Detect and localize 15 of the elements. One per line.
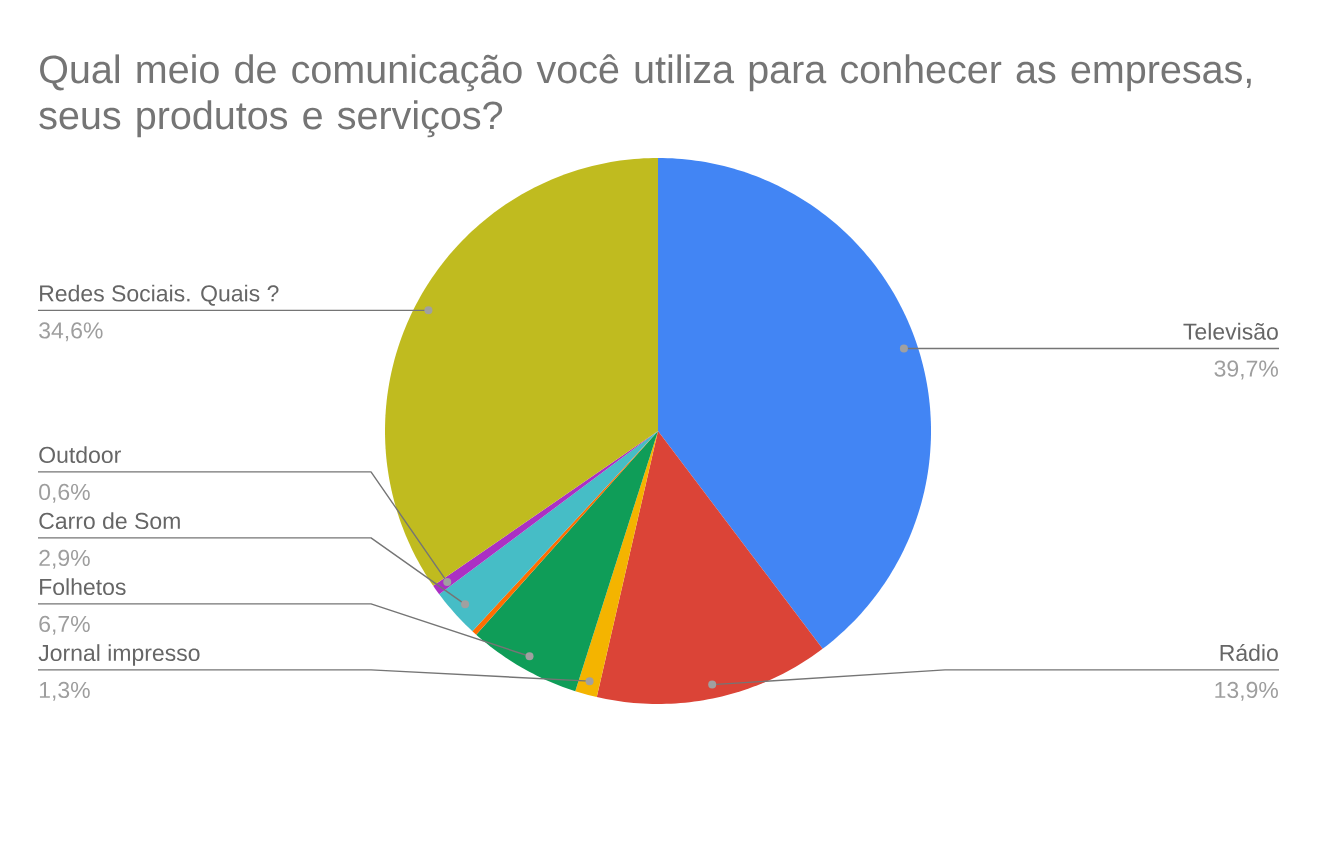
slice-label: Redes Sociais. Quais ? xyxy=(40,284,279,306)
chart-title: Qual meio de comunicação você utiliza para conhecer as empresas, seus produtos e serviços? xyxy=(39,54,1251,138)
slice-label: Folhetos xyxy=(40,578,126,596)
data-label: 6,7% xyxy=(39,615,90,635)
slice-label: Jornal impresso xyxy=(38,644,200,666)
slice-label: Outdoor xyxy=(39,446,121,464)
data-label: 2,9% xyxy=(39,549,90,569)
data-label: 0,6% xyxy=(39,483,90,503)
slice-label: Televisão xyxy=(1183,322,1278,340)
data-label: 34,6% xyxy=(39,322,103,342)
slice-label: Carro de Som xyxy=(39,512,180,530)
data-label: 1,3% xyxy=(39,681,90,701)
slice-label: Rádio xyxy=(1220,643,1278,662)
data-label: 13,9% xyxy=(1215,681,1278,701)
data-label: 39,7% xyxy=(1214,360,1278,380)
